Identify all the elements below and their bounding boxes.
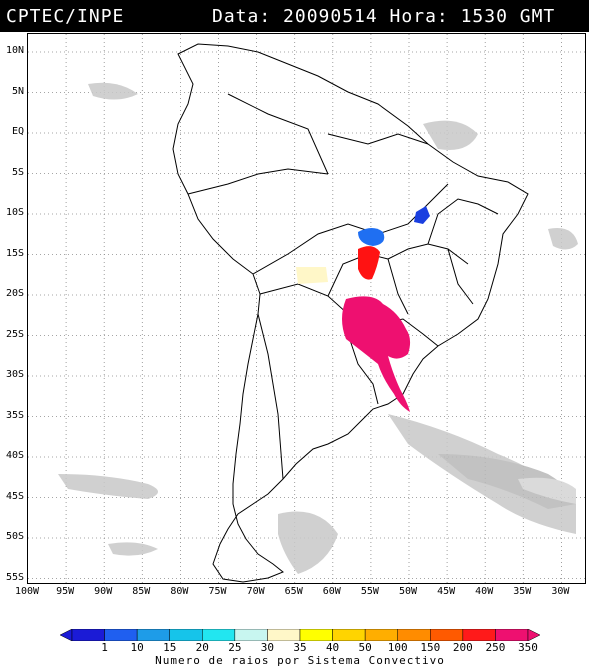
colorbar-segment [71,629,105,641]
lat-label: EQ [11,126,24,137]
lon-label: 40W [475,586,494,597]
country-border [227,93,329,175]
colorbar-segment [332,629,366,641]
northeast-system [414,206,430,224]
lat-label: 30S [5,369,24,380]
lat-label: 5N [11,85,24,97]
paraguay-south-system [342,296,411,412]
cloud-patch [518,477,576,504]
bolivia-system [296,267,328,284]
lon-label: 70W [246,586,265,597]
colorbar-caption: Numero de raios por Sistema Convectivo [155,654,445,667]
colorbar-segment [397,629,431,641]
colorbar-segment [495,629,529,641]
colorbar-tick-label: 20 [195,641,209,654]
colorbar-segment [169,629,203,641]
lon-label: 80W [170,586,189,597]
country-border [447,248,474,305]
colorbar-segment [299,629,333,641]
colorbar-tick-label: 150 [420,641,441,654]
cloud-patches [58,82,578,574]
country-border [257,313,284,480]
country-border [347,333,379,405]
colorbar-tick-label: 100 [387,641,408,654]
colorbar-tick-label: 50 [358,641,372,654]
lon-label: 85W [132,586,151,597]
colorbar-tick-label: 40 [325,641,340,654]
colorbar-segment [430,629,464,641]
colorbar-tick-label: 30 [260,641,275,654]
source-label: CPTEC/INPE [6,6,125,27]
cloud-patch [278,511,338,574]
convective-systems [296,206,430,412]
graticule [28,34,585,583]
lon-label: 50W [398,586,418,597]
lon-label: 100W [14,586,40,597]
lat-label: 50S [5,531,24,542]
lon-label: 45W [437,586,456,597]
lat-label: 55S [5,571,24,583]
lat-label: 15S [5,247,24,259]
south-america-outline [172,43,529,583]
colorbar-tick-label: 10 [130,641,144,654]
datetime-label: Data: 20090514 Hora: 1530 GMT [212,6,556,27]
colorbar-tick-label: 350 [518,641,538,654]
colorbar-segment [104,629,138,641]
title-bar: CPTEC/INPE Data: 20090514 Hora: 1530 GMT [0,0,589,32]
colorbar-tick-label: 25 [228,641,242,654]
country-border [387,243,469,265]
colorbar-segment [364,629,398,641]
colorbar-segment [462,629,496,641]
cloud-patch [58,474,158,499]
lat-label: 25S [5,328,24,340]
lon-label: 75W [208,586,227,597]
colorbar-segment [234,629,268,641]
colorbar-right-arrow [527,629,540,641]
country-border [387,258,409,315]
central-red-system [358,246,380,280]
lat-label: 10N [5,45,24,56]
cloud-patch [548,228,578,250]
lat-label: 10S [5,207,24,218]
colorbar-segment [267,629,301,641]
colorbar-segment [136,629,170,641]
central-blue-system [358,228,385,246]
lon-label: 65W [284,586,303,597]
lat-label: 45S [5,490,24,502]
colorbar-left-arrow [60,629,73,641]
lat-label: 5S [11,166,24,178]
lat-label: 20S [5,288,24,299]
country-border [327,133,429,145]
lon-label: 95W [56,586,75,597]
cloud-patch [108,542,158,556]
cloud-patch [88,82,138,100]
lat-label: 35S [5,409,24,421]
colorbar-tick-label: 1 [101,641,108,654]
map-svg [28,34,585,583]
colorbar-segment [202,629,236,641]
country-border [427,198,499,245]
lon-label: 90W [94,586,113,597]
lon-label: 30W [551,586,570,597]
cloud-patch [423,120,478,150]
colorbar-tick-label: 250 [485,641,506,654]
lon-label: 60W [322,586,341,597]
lon-label: 35W [513,586,532,597]
lat-label: 40S [5,450,24,461]
map-frame [27,33,586,584]
colorbar-tick-label: 200 [452,641,473,654]
colorbar [60,629,540,641]
colorbar-tick-label: 15 [163,641,177,654]
country-border [187,168,329,195]
lon-label: 55W [360,586,379,597]
colorbar-tick-label: 35 [293,641,307,654]
